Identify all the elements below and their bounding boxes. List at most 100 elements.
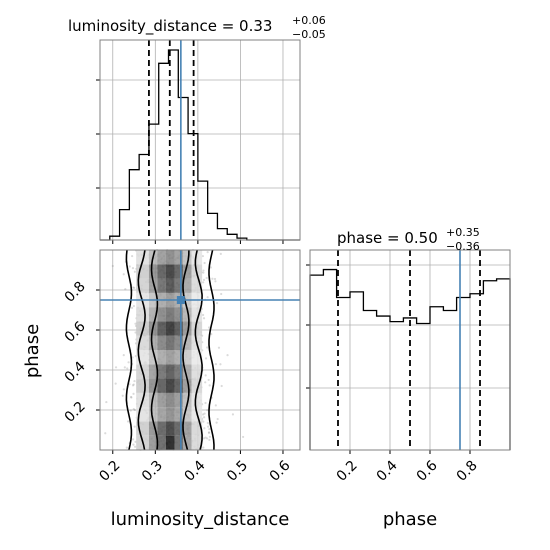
scatter-point [202, 281, 205, 284]
scatter-point [202, 420, 205, 423]
scatter-point [131, 356, 134, 359]
density-cell [174, 335, 183, 350]
density-cell [157, 421, 166, 436]
scatter-point [242, 435, 245, 439]
density-cell [157, 307, 166, 322]
density-cell [165, 364, 175, 379]
scatter-point [133, 270, 136, 273]
phase-title-plus: +0.35 [446, 226, 480, 239]
luminosity-distance-title: luminosity_distance = 0.33 [68, 17, 272, 36]
scatter-point [206, 346, 209, 349]
scatter-point [210, 333, 213, 336]
contour-line [208, 249, 215, 451]
density-cell [165, 335, 175, 350]
phase-histogram-steps [309, 268, 511, 450]
scatter-point [130, 396, 133, 399]
luminosity-distance-title-minus: −0.05 [292, 28, 326, 41]
scatter-point [131, 267, 135, 270]
scatter-point [211, 277, 214, 280]
density-cell [165, 250, 175, 265]
scatter-point [231, 413, 235, 416]
density-cell [136, 378, 149, 393]
density-cell [148, 407, 158, 422]
density-cell [157, 378, 166, 393]
density-cell [148, 335, 158, 350]
axes-frame [99, 249, 301, 451]
scatter-point [206, 409, 209, 412]
density-cell [148, 278, 158, 293]
density-cell [174, 407, 183, 422]
density-cell [157, 264, 166, 279]
scatter-point [207, 326, 211, 329]
luminosity-distance-title-plus: +0.06 [292, 14, 326, 27]
density-cell [182, 307, 192, 322]
scatter-point [121, 394, 124, 397]
scatter-point [129, 395, 133, 399]
scatter-point [202, 278, 206, 281]
scatter-point [132, 286, 135, 289]
scatter-point [202, 446, 205, 449]
density-cell [174, 378, 183, 393]
scatter-point [207, 431, 211, 434]
density-cell [136, 307, 149, 322]
density-cell [157, 350, 166, 365]
scatter-point [215, 421, 218, 424]
density-cell [174, 278, 183, 293]
density-cell [182, 421, 192, 436]
scatter-point [203, 261, 206, 265]
scatter-point [133, 379, 136, 383]
scatter-point [213, 277, 217, 281]
density-cell [182, 364, 192, 379]
x-axis-label-luminosity-distance: luminosity_distance [111, 509, 290, 530]
scatter-point [217, 346, 221, 349]
scatter-point [132, 407, 135, 411]
density-cell [157, 435, 166, 450]
density-cell [174, 307, 183, 322]
scatter-point [214, 280, 217, 283]
density-cell [182, 407, 192, 422]
density-cell [182, 378, 192, 393]
density-cell [157, 321, 166, 336]
scatter-point [111, 264, 114, 268]
density-cell [182, 350, 192, 365]
density-cell [191, 378, 203, 393]
scatter-point [226, 354, 229, 357]
scatter-point [203, 412, 206, 415]
scatter-point [203, 427, 206, 430]
density-cell [157, 250, 166, 265]
density-cell [157, 364, 166, 379]
scatter-point [220, 292, 223, 296]
density-cell [165, 350, 175, 365]
density-cell [191, 250, 203, 265]
scatter-point [201, 413, 205, 416]
density-cell [157, 278, 166, 293]
density-cell [148, 378, 158, 393]
scatter-point [207, 425, 210, 428]
scatter-point [126, 367, 129, 370]
density-cell [165, 307, 175, 322]
scatter-point [203, 416, 206, 419]
density-cell [191, 364, 203, 379]
scatter-point [131, 254, 134, 258]
contour-line [182, 249, 190, 451]
scatter-point [114, 366, 118, 369]
scatter-point [214, 404, 217, 407]
scatter-point [220, 384, 223, 388]
density-cell [148, 421, 158, 436]
density-cell [182, 392, 192, 408]
luminosity-distance-title-label: luminosity_distance = 0.33 [68, 17, 272, 36]
x-axis-label-phase: phase [383, 509, 437, 530]
scatter-point [204, 381, 207, 384]
scatter-point [131, 438, 135, 441]
density-cell [191, 392, 203, 408]
density-cell [174, 350, 183, 365]
density-cell [174, 321, 183, 336]
scatter-point [208, 427, 211, 431]
scatter-point [127, 361, 130, 364]
scatter-point [206, 437, 209, 440]
scatter-point [132, 304, 136, 308]
phase-title-label: phase = 0.50 [337, 229, 438, 247]
scatter-point [122, 388, 125, 391]
scatter-point [209, 266, 212, 269]
scatter-point [214, 363, 218, 366]
